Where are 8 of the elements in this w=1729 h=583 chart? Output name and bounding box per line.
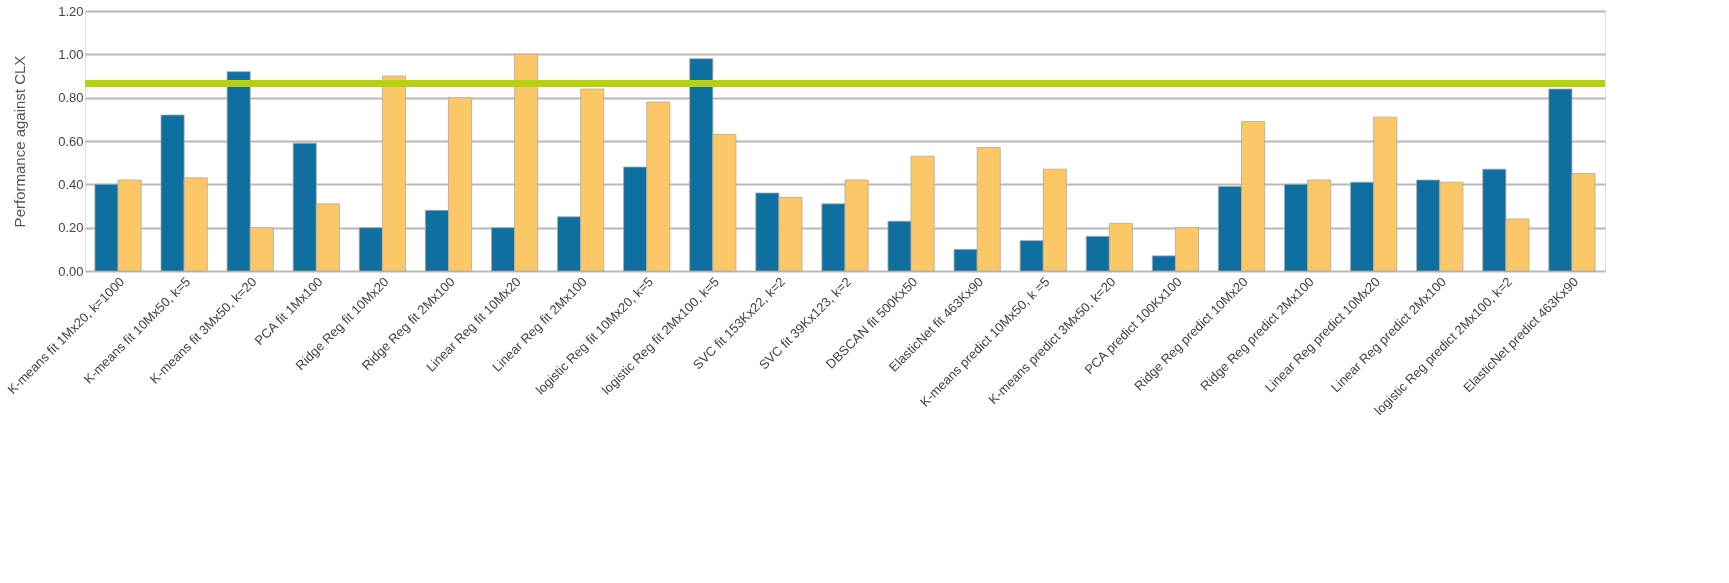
y-tick-label: 0.60 [58, 133, 84, 149]
y-axis-title: Performance against CLX [11, 55, 29, 228]
y-tick-label: 1.20 [58, 3, 84, 19]
y-tick-label: 0.40 [58, 176, 84, 192]
y-tick-label: 0.80 [58, 90, 84, 106]
y-tick-label: 0.00 [58, 263, 84, 279]
y-tick-label: 0.20 [58, 220, 84, 236]
y-tick-label: 1.00 [58, 46, 84, 62]
